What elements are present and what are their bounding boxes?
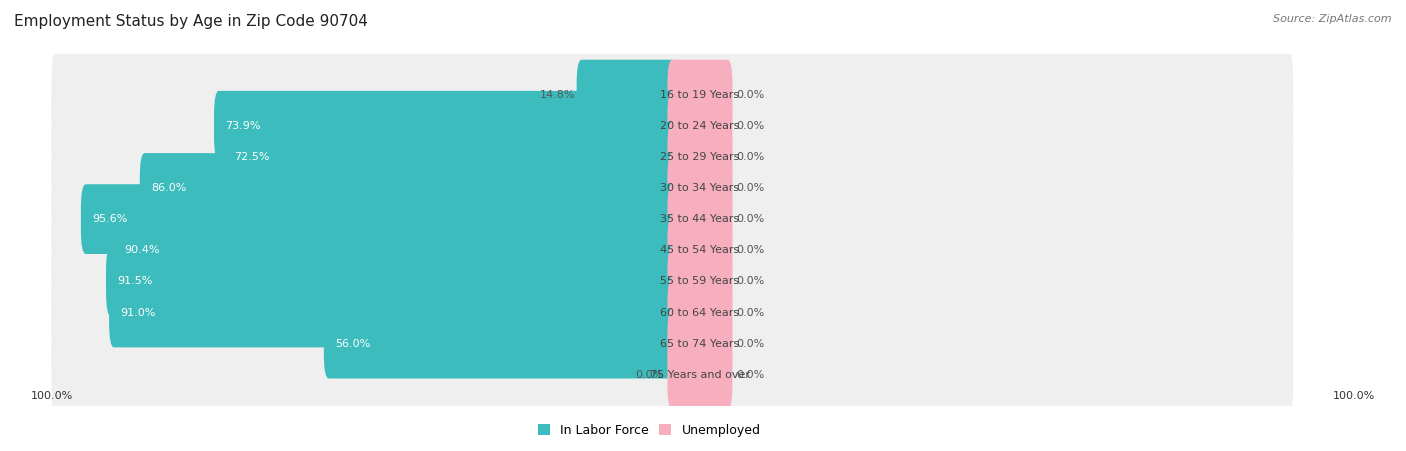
FancyBboxPatch shape	[222, 122, 678, 192]
Text: 16 to 19 Years: 16 to 19 Years	[661, 90, 740, 100]
Text: 95.6%: 95.6%	[91, 214, 128, 224]
Text: 0.0%: 0.0%	[737, 214, 765, 224]
FancyBboxPatch shape	[112, 216, 678, 285]
Text: 0.0%: 0.0%	[737, 339, 765, 349]
FancyBboxPatch shape	[52, 139, 1294, 237]
FancyBboxPatch shape	[668, 247, 733, 316]
FancyBboxPatch shape	[52, 295, 1294, 392]
Text: 0.0%: 0.0%	[737, 308, 765, 318]
Text: 86.0%: 86.0%	[150, 183, 186, 193]
Text: 0.0%: 0.0%	[737, 152, 765, 162]
FancyBboxPatch shape	[668, 122, 733, 192]
FancyBboxPatch shape	[52, 170, 1294, 268]
Text: 91.5%: 91.5%	[117, 276, 152, 286]
Text: 100.0%: 100.0%	[1333, 391, 1375, 401]
Text: 0.0%: 0.0%	[737, 183, 765, 193]
FancyBboxPatch shape	[52, 77, 1294, 175]
FancyBboxPatch shape	[214, 91, 678, 161]
FancyBboxPatch shape	[668, 153, 733, 223]
Text: 14.8%: 14.8%	[540, 90, 575, 100]
FancyBboxPatch shape	[668, 91, 733, 161]
Text: 0.0%: 0.0%	[737, 245, 765, 255]
Text: 0.0%: 0.0%	[737, 90, 765, 100]
Text: 20 to 24 Years: 20 to 24 Years	[661, 121, 740, 131]
FancyBboxPatch shape	[52, 326, 1294, 423]
Legend: In Labor Force, Unemployed: In Labor Force, Unemployed	[533, 419, 765, 442]
FancyBboxPatch shape	[52, 108, 1294, 206]
FancyBboxPatch shape	[668, 340, 733, 410]
FancyBboxPatch shape	[52, 201, 1294, 299]
FancyBboxPatch shape	[52, 233, 1294, 330]
FancyBboxPatch shape	[323, 309, 678, 378]
FancyBboxPatch shape	[668, 60, 733, 129]
FancyBboxPatch shape	[139, 153, 678, 223]
Text: 0.0%: 0.0%	[737, 121, 765, 131]
Text: 90.4%: 90.4%	[124, 245, 159, 255]
Text: 91.0%: 91.0%	[120, 308, 156, 318]
Text: 60 to 64 Years: 60 to 64 Years	[661, 308, 740, 318]
FancyBboxPatch shape	[105, 247, 678, 316]
Text: 73.9%: 73.9%	[225, 121, 260, 131]
Text: 25 to 29 Years: 25 to 29 Years	[661, 152, 740, 162]
FancyBboxPatch shape	[668, 184, 733, 254]
FancyBboxPatch shape	[668, 278, 733, 347]
Text: 65 to 74 Years: 65 to 74 Years	[661, 339, 740, 349]
Text: 72.5%: 72.5%	[233, 152, 269, 162]
Text: 55 to 59 Years: 55 to 59 Years	[661, 276, 740, 286]
Text: 30 to 34 Years: 30 to 34 Years	[661, 183, 740, 193]
Text: 100.0%: 100.0%	[31, 391, 73, 401]
Text: 35 to 44 Years: 35 to 44 Years	[661, 214, 740, 224]
Text: 75 Years and over: 75 Years and over	[650, 370, 749, 380]
FancyBboxPatch shape	[576, 60, 678, 129]
FancyBboxPatch shape	[52, 46, 1294, 143]
Text: 0.0%: 0.0%	[737, 276, 765, 286]
Text: 0.0%: 0.0%	[636, 370, 664, 380]
FancyBboxPatch shape	[52, 264, 1294, 361]
Text: 0.0%: 0.0%	[737, 370, 765, 380]
Text: 56.0%: 56.0%	[335, 339, 370, 349]
Text: Employment Status by Age in Zip Code 90704: Employment Status by Age in Zip Code 907…	[14, 14, 368, 28]
FancyBboxPatch shape	[82, 184, 678, 254]
Text: Source: ZipAtlas.com: Source: ZipAtlas.com	[1274, 14, 1392, 23]
FancyBboxPatch shape	[668, 309, 733, 378]
FancyBboxPatch shape	[110, 278, 678, 347]
Text: 45 to 54 Years: 45 to 54 Years	[661, 245, 740, 255]
FancyBboxPatch shape	[668, 216, 733, 285]
